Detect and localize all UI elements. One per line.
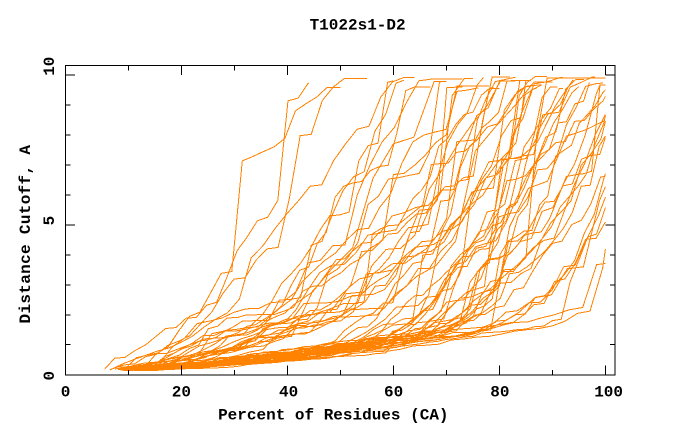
svg-text:80: 80 xyxy=(490,383,509,401)
svg-text:0: 0 xyxy=(41,371,59,381)
svg-text:Distance Cutoff, A: Distance Cutoff, A xyxy=(17,145,35,324)
svg-text:100: 100 xyxy=(594,383,623,401)
svg-text:5: 5 xyxy=(41,216,59,226)
svg-text:60: 60 xyxy=(384,383,403,401)
svg-text:10: 10 xyxy=(41,57,59,76)
svg-text:T1022s1-D2: T1022s1-D2 xyxy=(310,17,406,35)
svg-text:Percent of Residues (CA): Percent of Residues (CA) xyxy=(218,406,448,424)
svg-text:0: 0 xyxy=(61,383,71,401)
svg-text:40: 40 xyxy=(279,383,298,401)
svg-text:20: 20 xyxy=(172,383,191,401)
